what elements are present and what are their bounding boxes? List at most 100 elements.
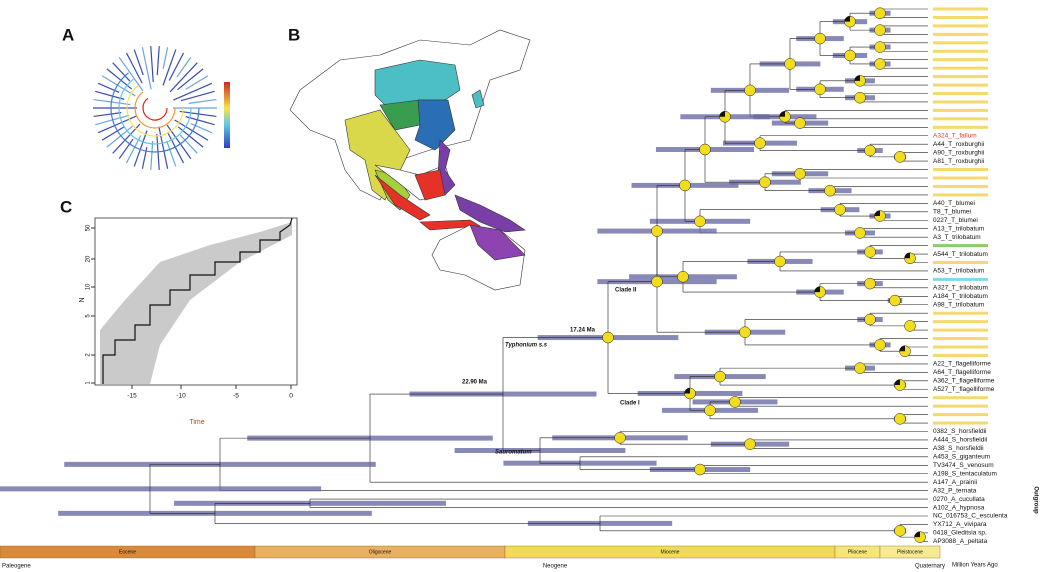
tip-label: T8_T_blumei (933, 209, 971, 216)
y-tick-label: 1 (86, 381, 92, 385)
tip-label: A362_T_flagelliforme (933, 378, 995, 385)
node-pie (602, 331, 614, 344)
illegible-label (933, 66, 988, 70)
circ-branch (174, 119, 209, 141)
illegible-label (933, 7, 988, 11)
tip-label: A90_T_roxburghii (933, 149, 984, 156)
tip-label: A102_A_hypnosa (933, 504, 985, 511)
illegible-label (933, 345, 988, 349)
illegible-label (933, 176, 988, 180)
node-pie (744, 438, 756, 450)
illegible-label (933, 421, 988, 425)
color-bar (224, 82, 230, 148)
node-pie-slice (684, 387, 690, 394)
epoch-label: Eocene (119, 549, 136, 555)
node-pie (854, 362, 866, 374)
map (289, 29, 531, 291)
node-pie (694, 463, 706, 476)
illegible-label (933, 58, 988, 62)
circ-branch (185, 116, 215, 126)
ltt-plot: -15 -10 -5 0 1 2 5 10 20 50 (86, 217, 293, 400)
node-pie (844, 49, 856, 62)
circ-branch (112, 123, 141, 154)
tip-label: TV3474_S_venosum (933, 462, 994, 469)
illegible-label (933, 41, 988, 45)
node-pie-slice (899, 345, 905, 352)
period-label: Quaternary (915, 564, 945, 570)
circ-branch (180, 90, 215, 102)
node-pie (794, 117, 806, 129)
circ-branch (168, 52, 185, 81)
node-pie (894, 525, 906, 537)
circ-branch (167, 132, 185, 164)
epoch-label: Oligocene (369, 549, 392, 555)
clade-label: Sauromatum (495, 450, 532, 456)
circ-branch (150, 140, 154, 170)
tip-label: A40_T_blumei (933, 200, 975, 207)
node-pie-slice (814, 286, 820, 293)
node-pie (894, 413, 906, 425)
panel-label: A (62, 25, 74, 44)
epoch-label: Pliocene (848, 549, 867, 555)
node-pie (874, 24, 886, 36)
circ-branch (177, 126, 204, 148)
node-pie (729, 396, 741, 408)
node-pie (894, 151, 906, 163)
node-pie (739, 326, 751, 338)
y-tick-label: 50 (86, 224, 92, 231)
illegible-label (933, 83, 988, 87)
x-tick-label: 0 (289, 393, 293, 400)
circ-branch (125, 52, 143, 84)
x-tick-label: -5 (233, 393, 239, 400)
circ-branch (188, 98, 217, 104)
y-axis-label: N (79, 297, 86, 302)
illegible-label (933, 277, 988, 281)
illegible-label (933, 353, 988, 357)
x-axis-label: Time (189, 419, 204, 426)
illegible-label (933, 92, 988, 95)
node-pie-slice (854, 75, 860, 81)
tip-label: A327_T_trilobatum (933, 285, 988, 292)
illegible-label (933, 32, 988, 36)
circ-branch (97, 82, 120, 94)
node-pie (651, 275, 663, 288)
circ-branch (101, 75, 136, 97)
illegible-label (933, 168, 988, 172)
time-axis-label: Million Years Ago (952, 563, 998, 569)
epoch-label: Miocene (661, 549, 680, 555)
tip-label: A53_T_trilobatum (933, 268, 984, 275)
tip-label: A444_S_horsfieldii (933, 437, 987, 444)
tip-label: A544_T_trilobatum (933, 251, 988, 258)
illegible-label (933, 404, 988, 408)
outgroup-label: Outgroup (1032, 486, 1038, 514)
circ-branch (162, 47, 169, 69)
node-pie (864, 144, 876, 157)
node-pie (614, 432, 626, 444)
node-pie (744, 84, 756, 97)
node-pie (651, 225, 663, 237)
panel-label: C (60, 197, 72, 216)
circ-branch (97, 115, 137, 134)
circ-branch (185, 75, 209, 90)
node-pie (874, 7, 886, 19)
tip-label: NC_016753_C_esculenta (933, 513, 1008, 520)
tip-label: A64_T_flagelliforme (933, 369, 991, 376)
node-pie-slice (874, 210, 880, 217)
circ-branch (118, 138, 134, 159)
node-pie (864, 277, 876, 290)
circ-branch (106, 125, 133, 148)
node-pie (774, 255, 786, 268)
circ-branch (112, 62, 131, 82)
node-pie (679, 179, 691, 192)
epoch-bar (879, 545, 941, 559)
node-pie-slice (844, 16, 850, 22)
tip-label: YX712_A_vivipara (933, 521, 987, 528)
tip-label: A324_T_fallum (933, 132, 977, 139)
node-pie-slice (779, 111, 785, 117)
node-pie (784, 58, 796, 70)
tip-label: 0418_Gleditsia sp. (933, 530, 987, 537)
circ-branch (133, 130, 148, 167)
period-label: Neogene (543, 564, 568, 570)
node-pie (874, 339, 886, 351)
illegible-label (933, 75, 988, 79)
